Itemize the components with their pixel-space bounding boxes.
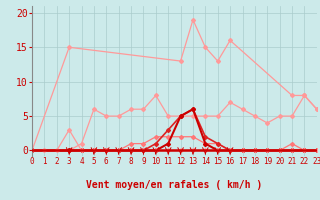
X-axis label: Vent moyen/en rafales ( km/h ): Vent moyen/en rafales ( km/h ) [86, 180, 262, 190]
